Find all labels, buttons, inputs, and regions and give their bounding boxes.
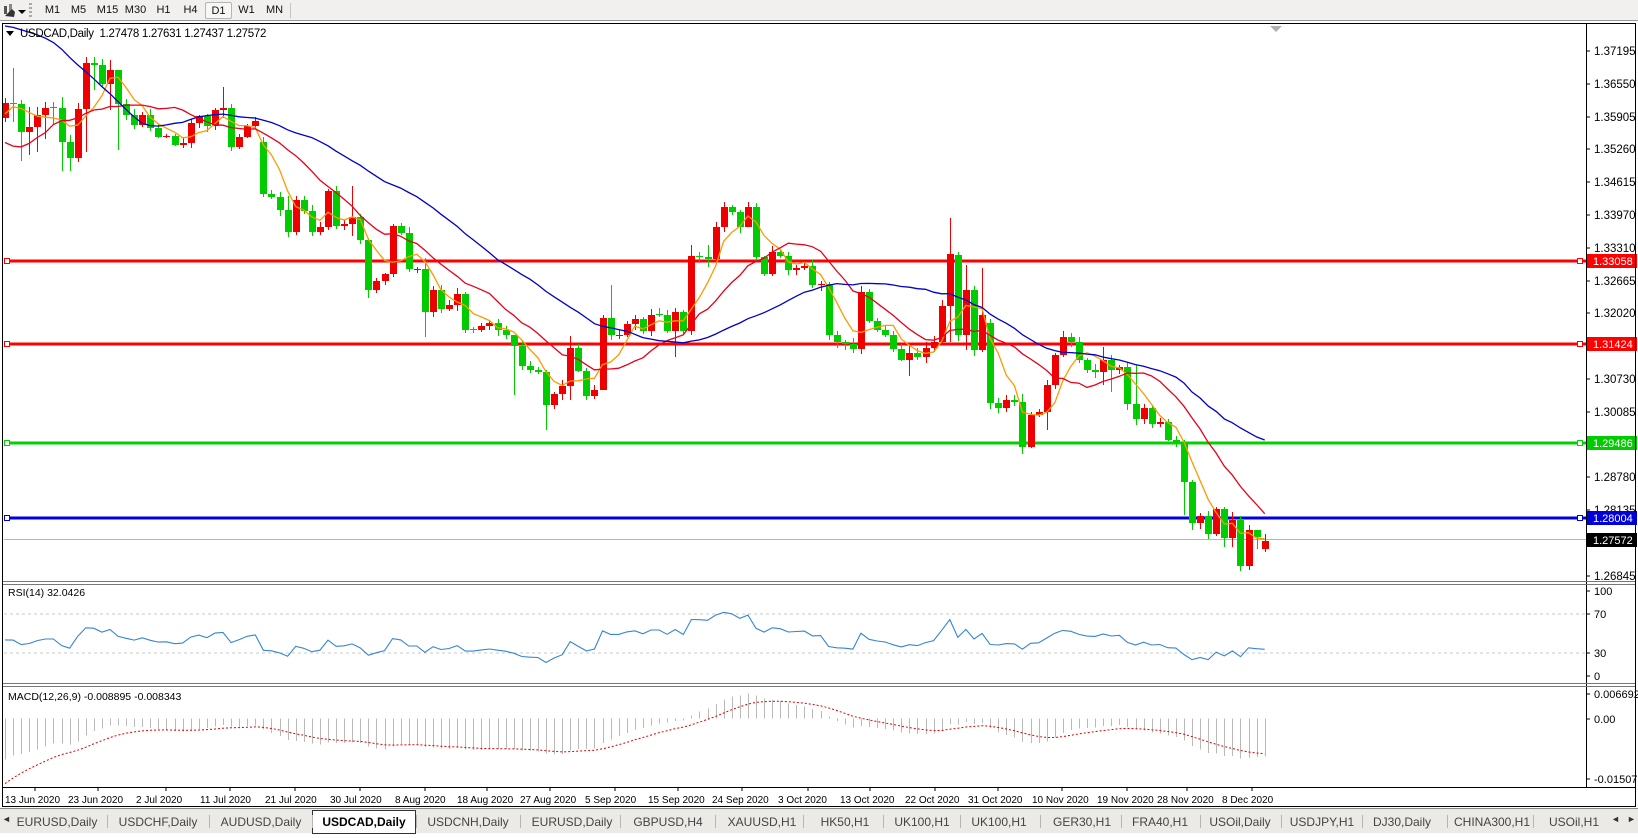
svg-text:1.33970: 1.33970 [1594, 210, 1636, 222]
svg-text:1.30085: 1.30085 [1594, 407, 1636, 419]
svg-text:1.33058: 1.33058 [1593, 256, 1633, 268]
svg-text:30: 30 [1594, 648, 1606, 660]
svg-text:70: 70 [1594, 609, 1606, 621]
svg-text:8 Aug 2020: 8 Aug 2020 [395, 795, 446, 806]
svg-text:22 Oct 2020: 22 Oct 2020 [905, 795, 960, 806]
svg-text:11 Jul 2020: 11 Jul 2020 [200, 795, 251, 806]
svg-text:USDCAD,Daily 1.27478 1.27631: USDCAD,Daily 1.27478 1.27631 1.27437 1.2… [20, 28, 266, 40]
svg-text:15 Sep 2020: 15 Sep 2020 [648, 795, 705, 806]
svg-text:2 Jul 2020: 2 Jul 2020 [136, 795, 183, 806]
svg-text:1.31424: 1.31424 [1593, 339, 1633, 351]
svg-text:23 Jun 2020: 23 Jun 2020 [68, 795, 123, 806]
svg-text:RSI(14) 32.0426: RSI(14) 32.0426 [8, 587, 85, 599]
svg-text:19 Nov 2020: 19 Nov 2020 [1097, 795, 1154, 806]
svg-text:1.27572: 1.27572 [1593, 535, 1633, 547]
svg-text:13 Jun 2020: 13 Jun 2020 [5, 795, 60, 806]
svg-text:0.00: 0.00 [1594, 714, 1615, 726]
svg-text:0: 0 [1594, 671, 1600, 683]
svg-text:10 Nov 2020: 10 Nov 2020 [1032, 795, 1089, 806]
svg-text:1.26845: 1.26845 [1594, 571, 1636, 583]
svg-text:8 Dec 2020: 8 Dec 2020 [1222, 795, 1274, 806]
svg-text:-0.015075: -0.015075 [1594, 774, 1638, 786]
svg-text:1.34615: 1.34615 [1594, 177, 1636, 189]
svg-text:1.29486: 1.29486 [1593, 438, 1633, 450]
svg-text:24 Sep 2020: 24 Sep 2020 [712, 795, 769, 806]
svg-text:31 Oct 2020: 31 Oct 2020 [968, 795, 1023, 806]
svg-text:1.35905: 1.35905 [1594, 112, 1636, 124]
svg-text:0.006692: 0.006692 [1594, 689, 1638, 701]
svg-text:1.28780: 1.28780 [1594, 472, 1636, 484]
svg-text:1.33310: 1.33310 [1594, 243, 1636, 255]
svg-text:1.28004: 1.28004 [1593, 513, 1633, 525]
svg-text:5 Sep 2020: 5 Sep 2020 [585, 795, 637, 806]
svg-text:100: 100 [1594, 586, 1612, 598]
svg-text:1.35260: 1.35260 [1594, 144, 1636, 156]
svg-text:1.37195: 1.37195 [1594, 46, 1636, 58]
svg-text:1.32020: 1.32020 [1594, 308, 1636, 320]
svg-text:1.30730: 1.30730 [1594, 374, 1636, 386]
svg-text:3 Oct 2020: 3 Oct 2020 [778, 795, 827, 806]
svg-text:13 Oct 2020: 13 Oct 2020 [840, 795, 895, 806]
svg-text:27 Aug 2020: 27 Aug 2020 [520, 795, 577, 806]
svg-text:MACD(12,26,9) -0.008895 -0.008: MACD(12,26,9) -0.008895 -0.008343 [8, 691, 182, 703]
svg-text:28 Nov 2020: 28 Nov 2020 [1157, 795, 1214, 806]
svg-text:1.36550: 1.36550 [1594, 79, 1636, 91]
svg-text:30 Jul 2020: 30 Jul 2020 [330, 795, 382, 806]
svg-text:18 Aug 2020: 18 Aug 2020 [457, 795, 514, 806]
svg-text:21 Jul 2020: 21 Jul 2020 [265, 795, 317, 806]
svg-text:1.32665: 1.32665 [1594, 276, 1636, 288]
